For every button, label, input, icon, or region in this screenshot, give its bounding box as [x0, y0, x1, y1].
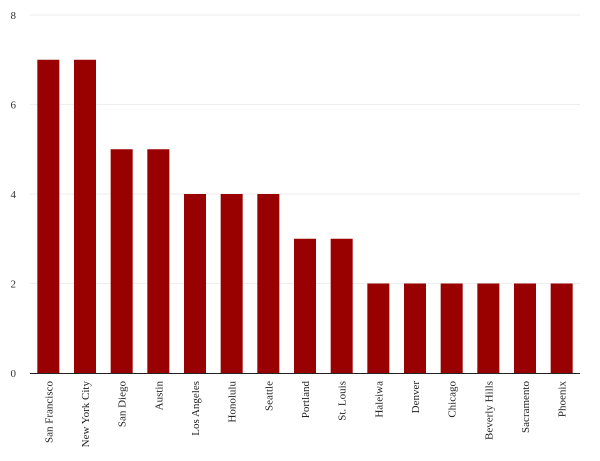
y-axis-ticks: 0 2 4 6 8: [11, 10, 17, 380]
x-tick-label: Haleiwa: [373, 381, 385, 418]
x-tick-label: Denver: [410, 381, 422, 414]
bar: [110, 149, 133, 373]
bars: [37, 59, 573, 373]
x-tick-label: New York City: [80, 381, 92, 448]
x-tick-label: Phoenix: [557, 381, 569, 418]
x-tick-label: Portland: [300, 381, 312, 419]
bar: [550, 283, 573, 373]
bar: [367, 283, 390, 373]
bar: [37, 59, 60, 373]
y-tick-label: 4: [11, 189, 17, 201]
x-tick-label: St. Louis: [337, 381, 349, 421]
bar: [404, 283, 426, 373]
y-tick-label: 6: [11, 100, 17, 112]
bar: [257, 194, 280, 373]
x-tick-label: Honolulu: [227, 381, 239, 423]
bar: [147, 149, 170, 373]
bar: [440, 283, 463, 373]
y-tick-label: 0: [11, 368, 17, 380]
bar: [514, 283, 536, 373]
x-tick-label: Beverly Hills: [483, 381, 495, 440]
x-tick-label: Austin: [153, 381, 165, 411]
x-axis-labels: San Francisco New York City San Diego Austi…: [43, 381, 568, 448]
y-tick-label: 2: [11, 279, 17, 291]
bar: [477, 283, 500, 373]
bar: [220, 194, 243, 373]
x-tick-label: Sacramento: [520, 381, 532, 433]
bar: [330, 238, 353, 373]
x-tick-label: San Francisco: [43, 381, 55, 444]
x-tick-label: Los Angeles: [190, 381, 202, 436]
x-tick-label: Chicago: [447, 381, 459, 418]
x-tick-label: Seattle: [263, 381, 275, 411]
x-tick-label: San Diego: [117, 381, 129, 428]
bar: [184, 194, 206, 373]
bar: [74, 59, 96, 373]
y-tick-label: 8: [11, 10, 17, 22]
bar: [294, 238, 316, 373]
